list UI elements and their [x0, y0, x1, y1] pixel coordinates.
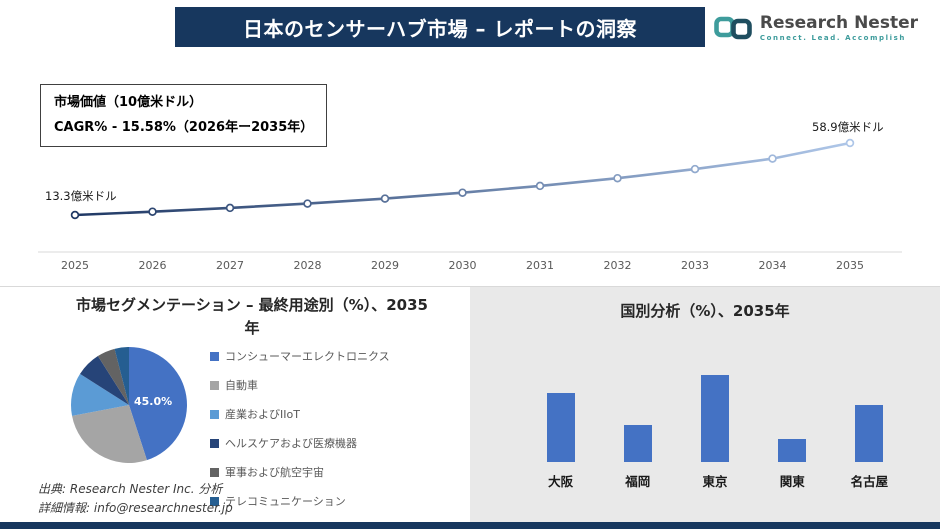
contact-note: 詳細情報: info@researchnester.jp: [38, 500, 233, 515]
legend-swatch: [210, 409, 219, 419]
data-point-marker: [303, 199, 312, 208]
pie-slice: [71, 373, 129, 416]
bar-column: 東京: [676, 335, 753, 490]
pie-slice: [129, 347, 187, 461]
data-point-marker: [613, 173, 622, 183]
footer: 出典: Research Nester Inc. 分析 詳細情報: info@r…: [38, 480, 233, 517]
legend-label: ヘルスケアおよび医療機器: [225, 437, 357, 450]
data-point-marker: [70, 210, 80, 220]
bar: [778, 439, 807, 462]
report-title-banner: 日本のセンサーハブ市場 – レポートの洞察: [175, 7, 705, 47]
bar-label: 福岡: [625, 474, 651, 489]
data-point-marker: [768, 154, 777, 163]
bottom-accent-bar: [0, 522, 940, 529]
bar-column: 名古屋: [831, 335, 908, 490]
market-trend-line-chart: 2025 2026 2027 2028 2029 2030 2031 2032 2033 2034…: [38, 120, 902, 272]
logo-name: Research Nester: [759, 12, 918, 33]
legend-swatch: [210, 351, 219, 361]
data-point-marker: [380, 194, 390, 203]
x-axis-label: 2033: [681, 259, 709, 272]
market-value-label: 市場価値（10億米ドル）: [54, 95, 203, 110]
x-axis-label: 2025: [61, 259, 89, 272]
pie-slice: [114, 347, 129, 405]
pie-slice: [72, 405, 147, 463]
start-value-label: 13.3億米ドル: [45, 189, 117, 203]
trend-line: [74, 141, 851, 217]
data-point-marker: [148, 207, 157, 216]
legend-label: テレコミュニケーション: [225, 495, 346, 508]
x-axis-label: 2030: [449, 259, 477, 272]
bar: [855, 405, 884, 462]
end-value-label: 58.9億米ドル: [812, 120, 884, 134]
research-nester-logo: Research Nester Connect. Lead. Accomplis…: [713, 13, 918, 43]
legend-label: 軍事および航空宇宙: [225, 466, 324, 479]
legend-swatch: [210, 380, 219, 390]
data-point-marker: [535, 181, 545, 191]
data-point-marker: [225, 203, 235, 213]
bar-column: 福岡: [599, 335, 676, 490]
source-note: 出典: Research Nester Inc. 分析: [38, 482, 223, 496]
data-point-marker: [845, 138, 855, 148]
bar: [546, 393, 575, 462]
x-axis-label: 2027: [216, 259, 244, 272]
data-point-marker: [690, 164, 700, 174]
pie-data-label: 45.0%: [134, 395, 172, 408]
legend-item: 産業およびIIoT: [210, 406, 390, 422]
pie-legend: コンシューマーエレクトロニクス 自動車産業およびIIoT ヘルスケアおよび医療機器軍…: [210, 348, 390, 522]
bar-label: 東京: [702, 474, 728, 489]
legend-label: コンシューマーエレクトロニクス: [225, 350, 390, 363]
segmentation-pie-chart: 45.0%: [71, 347, 187, 463]
logo-icon: [714, 16, 752, 40]
logo-text-block: Research Nester Connect. Lead. Accomplis…: [759, 12, 918, 43]
x-axis-label: 2035: [836, 259, 864, 272]
x-axis-label: 2029: [371, 259, 399, 272]
market-value-box: 市場価値（10億米ドル） CAGR% - 15.58%（2026年ー2035年）: [40, 84, 328, 148]
legend-item: テレコミュニケーション: [210, 493, 390, 509]
x-axis-label: 2026: [139, 259, 167, 272]
country-analysis-title: 国別分析（%）、2035年: [620, 302, 790, 320]
legend-swatch: [210, 438, 219, 448]
cagr-label: CAGR% - 15.58%（2026年ー2035年）: [54, 119, 314, 135]
data-point-marker: [458, 188, 467, 197]
section-divider: [0, 286, 940, 287]
bar-column: 関東: [754, 335, 831, 490]
legend-item: コンシューマーエレクトロニクス: [210, 348, 390, 364]
bar-label: 名古屋: [850, 474, 889, 489]
x-axis-label: 2031: [526, 259, 554, 272]
bar-column: 大阪: [522, 335, 599, 490]
legend-item: ヘルスケアおよび医療機器: [210, 435, 390, 451]
x-axis-label: 2034: [759, 259, 787, 272]
bar-label: 関東: [779, 474, 805, 489]
legend-item: 自動車: [210, 377, 390, 393]
legend-label: 産業およびIIoT: [225, 408, 300, 421]
legend-swatch: [210, 496, 219, 506]
bar: [623, 425, 652, 462]
report-title: 日本のセンサーハブ市場 – レポートの洞察: [242, 16, 638, 41]
bar-label: 大阪: [548, 474, 574, 489]
bar: [701, 375, 729, 462]
legend-item: 軍事および航空宇宙: [210, 464, 390, 480]
legend-swatch: [210, 467, 219, 477]
segmentation-title: 市場セグメンテーション – 最終用途別（%）、2035年: [76, 296, 428, 337]
x-axis-label: 2028: [294, 259, 322, 272]
pie-slice: [80, 356, 129, 405]
country-analysis-panel: 国別分析（%）、2035年 大阪 福岡 東京 関東 名古屋: [470, 287, 940, 522]
x-axis-label: 2032: [604, 259, 632, 272]
logo-tagline: Connect. Lead. Accomplish: [759, 34, 906, 43]
pie-slice: [97, 348, 129, 405]
country-bar-chart: 大阪 福岡 東京 関東 名古屋: [522, 335, 908, 490]
legend-label: 自動車: [225, 379, 258, 392]
